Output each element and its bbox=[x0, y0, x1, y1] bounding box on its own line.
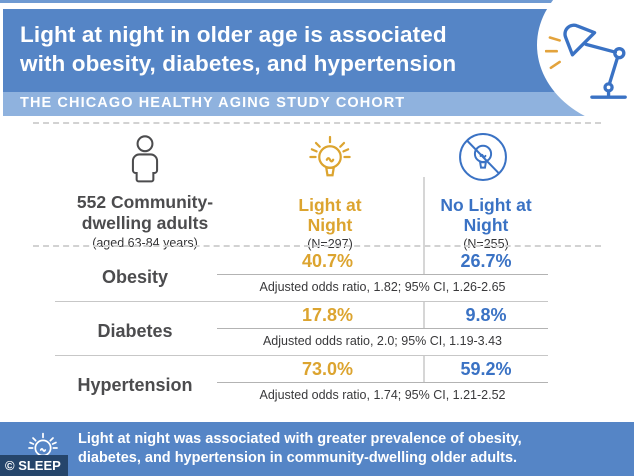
cohort-label: 552 Community- dwelling adults (aged 63-… bbox=[38, 192, 252, 250]
summary-line-1: Light at night was associated with great… bbox=[78, 431, 522, 447]
row-label-diabetes: Diabetes bbox=[97, 321, 173, 341]
summary-line-2: diabetes, and hypertension in community-… bbox=[78, 450, 518, 466]
title-line-2: with obesity, diabetes, and hypertension bbox=[20, 51, 457, 76]
header-bottom-dashed-rule bbox=[33, 245, 601, 247]
obesity-no-light-pct: 26.7% bbox=[460, 251, 512, 271]
column-divider bbox=[423, 302, 425, 328]
table-top-dashed-rule bbox=[33, 122, 601, 124]
row-separator bbox=[55, 355, 548, 356]
no-light-label-line-2: Night bbox=[463, 215, 509, 235]
page-title: Light at night in older age is associate… bbox=[20, 20, 545, 78]
summary-text: Light at night was associated with great… bbox=[78, 430, 626, 468]
no-light-n-count: (N=255) bbox=[463, 237, 509, 251]
row-separator bbox=[55, 301, 548, 302]
hypertension-light-pct: 73.0% bbox=[301, 359, 354, 379]
obesity-light-pct: 40.7% bbox=[301, 251, 354, 271]
lightbulb-rays-icon bbox=[309, 135, 351, 177]
title-line-1: Light at night in older age is associate… bbox=[20, 22, 447, 47]
light-at-night-column-header: Light at Night (N=297) bbox=[240, 195, 420, 251]
no-light-label-line-1: No Light at bbox=[440, 195, 532, 215]
subtitle-band bbox=[3, 92, 634, 116]
cohort-age-range: (aged 63-84 years) bbox=[92, 236, 198, 250]
diabetes-light-pct: 17.8% bbox=[301, 305, 354, 325]
pct-underline bbox=[217, 382, 548, 383]
column-divider bbox=[423, 356, 425, 382]
footer-band bbox=[0, 422, 634, 476]
cohort-label-line-1: 552 Community- bbox=[76, 192, 214, 212]
pct-underline bbox=[217, 328, 548, 329]
top-border-strip bbox=[0, 0, 634, 3]
column-divider bbox=[423, 177, 425, 274]
no-light-at-night-column-header: No Light at Night (N=255) bbox=[400, 195, 572, 251]
sleep-journal-credit: © SLEEP bbox=[0, 455, 68, 476]
hypertension-no-light-pct: 59.2% bbox=[460, 359, 512, 379]
diabetes-odds-ratio: Adjusted odds ratio, 2.0; 95% CI, 1.19-3… bbox=[262, 334, 503, 348]
diabetes-no-light-pct: 9.8% bbox=[465, 305, 507, 325]
person-icon bbox=[131, 135, 159, 183]
header-band bbox=[3, 9, 634, 92]
row-label-hypertension: Hypertension bbox=[77, 375, 193, 395]
light-label-line-1: Light at bbox=[298, 195, 362, 215]
light-label-line-2: Night bbox=[307, 215, 353, 235]
pct-underline bbox=[217, 274, 548, 275]
lightbulb-crossed-icon bbox=[459, 133, 507, 181]
cohort-label-line-2: dwelling adults bbox=[81, 213, 209, 233]
hypertension-odds-ratio: Adjusted odds ratio, 1.74; 95% CI, 1.21-… bbox=[259, 388, 506, 402]
obesity-odds-ratio: Adjusted odds ratio, 1.82; 95% CI, 1.26-… bbox=[259, 280, 506, 294]
row-label-obesity: Obesity bbox=[101, 267, 169, 287]
light-n-count: (N=297) bbox=[307, 237, 353, 251]
desk-lamp-icon bbox=[545, 23, 627, 99]
study-cohort-subtitle: THE CHICAGO HEALTHY AGING STUDY COHORT bbox=[20, 95, 406, 111]
